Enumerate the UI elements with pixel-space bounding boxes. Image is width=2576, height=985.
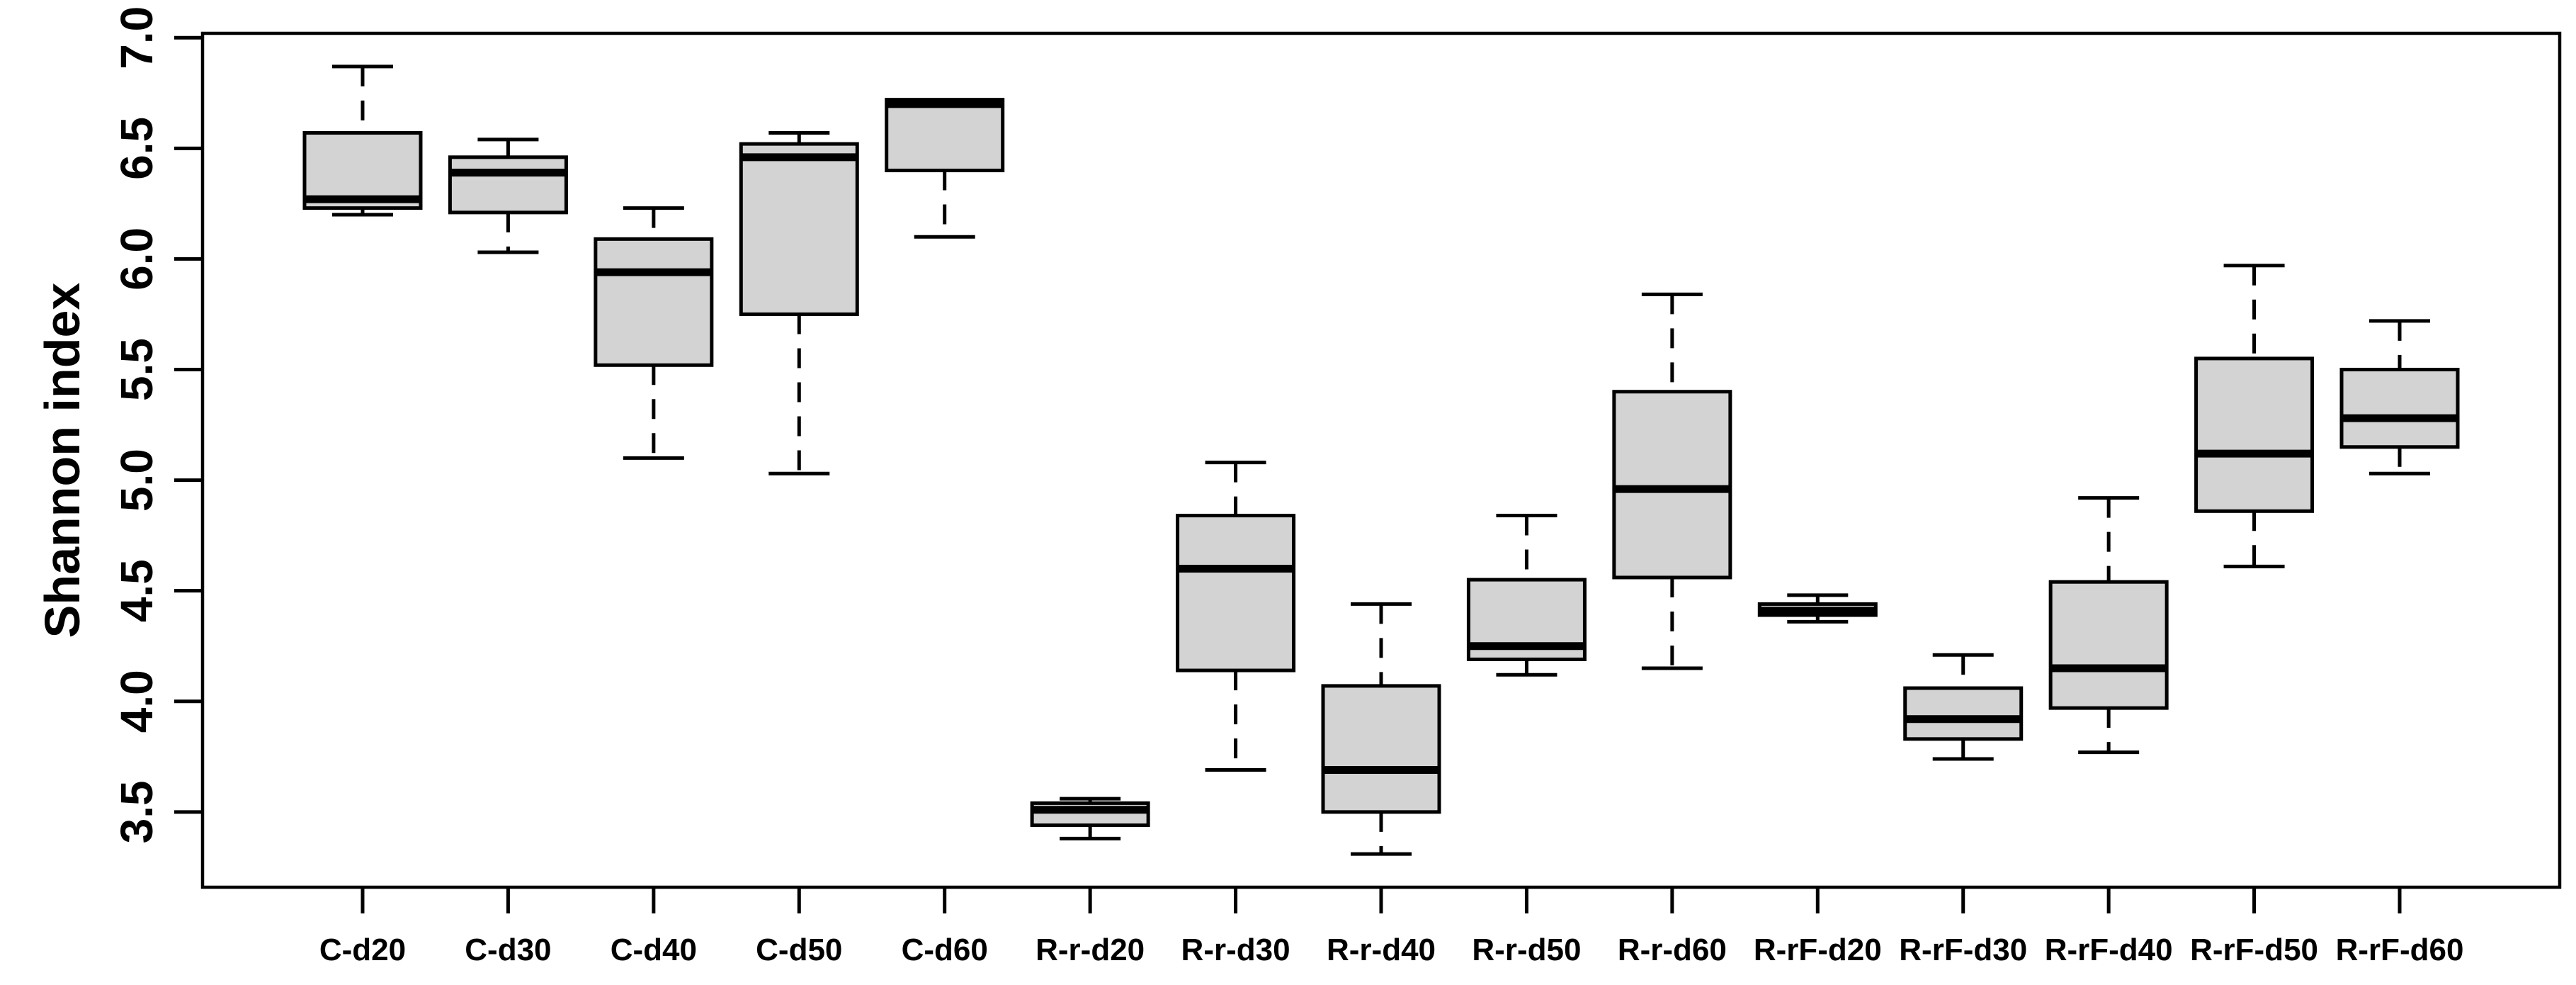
y-tick-label: 6.0 [111, 227, 162, 291]
x-tick-label: R-rF-d40 [2045, 933, 2173, 967]
box-C-d30 [448, 137, 568, 254]
x-tick-label: C-d50 [756, 933, 842, 967]
x-tick-label: C-d60 [902, 933, 988, 967]
y-axis-title: Shannon index [35, 283, 90, 638]
box-R-r-d60 [1612, 292, 1732, 670]
y-tick-label: 7.0 [111, 6, 162, 69]
y-tick-label: 4.0 [111, 670, 162, 733]
iqr-box [739, 142, 859, 316]
x-tick-label: R-r-d40 [1327, 933, 1436, 967]
iqr-box [1612, 390, 1732, 580]
iqr-box [448, 155, 568, 215]
box-R-r-d50 [1466, 514, 1587, 677]
x-tick-label: R-r-d60 [1618, 933, 1727, 967]
x-tick-label: R-r-d20 [1035, 933, 1145, 967]
x-tick-label: R-r-d30 [1181, 933, 1290, 967]
iqr-box [885, 98, 1005, 173]
iqr-box [1321, 684, 1441, 814]
y-tick-label: 4.5 [111, 559, 162, 622]
x-tick-label: C-d30 [465, 933, 551, 967]
x-tick-label: C-d20 [319, 933, 406, 967]
y-tick-label: 5.0 [111, 449, 162, 512]
iqr-box [1903, 686, 2024, 741]
x-tick-label: R-rF-d60 [2336, 933, 2464, 967]
box-R-rF-d50 [2194, 264, 2315, 568]
box-R-r-d20 [1030, 797, 1150, 840]
x-tick-label: C-d40 [611, 933, 697, 967]
box-R-rF-d60 [2339, 319, 2460, 475]
x-tick-label: R-r-d50 [1472, 933, 1581, 967]
iqr-box [594, 237, 714, 367]
x-tick-label: R-rF-d20 [1754, 933, 1882, 967]
box-R-rF-d20 [1757, 593, 1878, 624]
x-tick-label: R-rF-d50 [2190, 933, 2318, 967]
y-tick-label: 6.5 [111, 117, 162, 180]
x-tick-label: R-rF-d30 [1899, 933, 2027, 967]
box-R-rF-d40 [2048, 496, 2169, 755]
box-C-d40 [594, 206, 714, 460]
iqr-box [2339, 368, 2460, 449]
box-R-rF-d30 [1903, 653, 2024, 761]
box-R-r-d40 [1321, 602, 1441, 856]
y-axis: 3.5 4.0 4.5 5.0 5.5 6.0 6.5 7.0 Shannon index [35, 6, 203, 843]
iqr-box [2194, 356, 2315, 513]
iqr-box [2048, 580, 2169, 710]
box-C-d20 [302, 64, 423, 217]
box-R-r-d30 [1176, 461, 1296, 772]
box-C-d50 [739, 130, 859, 475]
x-axis: C-d20 C-d30 C-d40 C-d50 C-d60 R-r-d20 R-r-d30 R… [319, 887, 2464, 967]
box-C-d60 [885, 98, 1005, 239]
iqr-box [1176, 514, 1296, 672]
y-tick-label: 5.5 [111, 338, 162, 401]
y-tick-label: 3.5 [111, 780, 162, 843]
